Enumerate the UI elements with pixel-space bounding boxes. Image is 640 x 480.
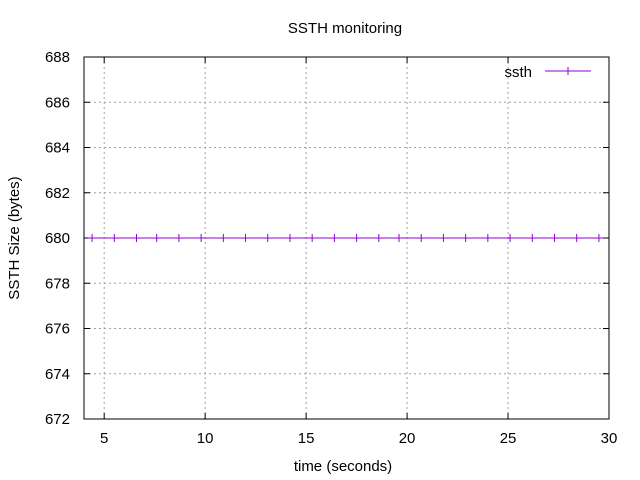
y-tick-label: 676 bbox=[45, 321, 70, 338]
plot-border bbox=[83, 56, 610, 420]
y-tick-label: 680 bbox=[45, 230, 70, 247]
y-tick-label: 674 bbox=[45, 366, 70, 383]
y-tick-label: 678 bbox=[45, 275, 70, 292]
y-tick-label: 688 bbox=[45, 49, 70, 66]
y-tick-label: 682 bbox=[45, 185, 70, 202]
y-axis-label: SSTH Size (bytes) bbox=[6, 176, 23, 299]
chart-title: SSTH monitoring bbox=[288, 20, 402, 37]
x-tick-label: 10 bbox=[197, 430, 214, 447]
ticks: 5 10 15 20 25 30 672 674 676 678 680 682 684 686 688 bbox=[45, 49, 617, 447]
x-axis-label: time (seconds) bbox=[294, 458, 392, 475]
x-tick-label: 15 bbox=[298, 430, 315, 447]
x-tick-label: 30 bbox=[601, 430, 618, 447]
x-tick-label: 20 bbox=[399, 430, 416, 447]
x-tick-label: 25 bbox=[500, 430, 517, 447]
y-tick-label: 672 bbox=[45, 411, 70, 428]
legend-label-ssth: ssth bbox=[504, 64, 532, 81]
y-tick-label: 684 bbox=[45, 140, 70, 157]
legend: ssth bbox=[504, 64, 591, 81]
x-tick-label: 5 bbox=[100, 430, 108, 447]
series-layer bbox=[88, 234, 603, 242]
y-tick-label: 686 bbox=[45, 94, 70, 111]
